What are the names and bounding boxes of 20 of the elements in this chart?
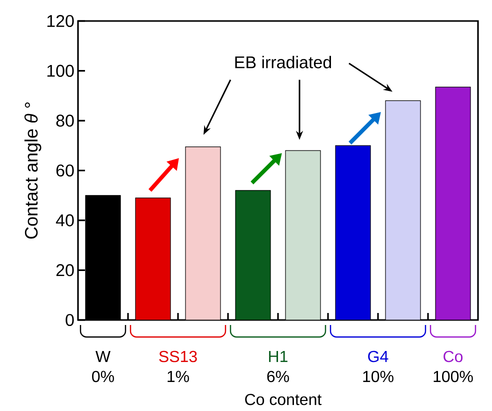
text: Co bbox=[444, 350, 463, 362]
text: 1% bbox=[168, 370, 189, 382]
text: 0% bbox=[92, 370, 114, 382]
text: 10% bbox=[363, 370, 394, 382]
y-tick-label: 0 bbox=[66, 314, 74, 326]
y-tick-label: 120 bbox=[47, 14, 74, 28]
y-tick-label: 100 bbox=[47, 64, 74, 77]
x-axis-title: Co content bbox=[245, 394, 322, 406]
annotation: EB irradiated bbox=[235, 56, 332, 68]
text: 100% bbox=[434, 370, 473, 382]
text: W bbox=[96, 350, 110, 362]
text: G4 bbox=[368, 350, 388, 362]
text: 6% bbox=[267, 370, 289, 382]
y-tick-label: 40 bbox=[56, 214, 74, 226]
text: SS13 bbox=[159, 350, 197, 362]
text: H1 bbox=[269, 350, 288, 362]
y-axis-title: Contact angle θ ° bbox=[24, 102, 42, 239]
y-tick-label: 60 bbox=[56, 164, 74, 177]
y-tick-label: 20 bbox=[56, 264, 74, 276]
y-tick-label: 80 bbox=[56, 114, 74, 127]
